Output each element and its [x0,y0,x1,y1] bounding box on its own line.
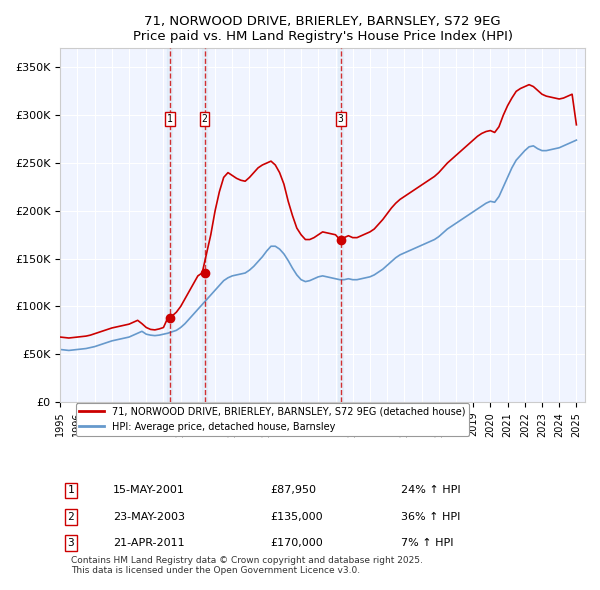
Bar [167,48,172,402]
Text: £170,000: £170,000 [270,538,323,548]
Text: 2: 2 [67,512,74,522]
Text: 2: 2 [202,114,208,124]
Bar [202,48,207,402]
Text: 3: 3 [67,538,74,548]
Text: 23-MAY-2003: 23-MAY-2003 [113,512,185,522]
Title: 71, NORWOOD DRIVE, BRIERLEY, BARNSLEY, S72 9EG
Price paid vs. HM Land Registry's: 71, NORWOOD DRIVE, BRIERLEY, BARNSLEY, S… [133,15,512,43]
Text: Contains HM Land Registry data © Crown copyright and database right 2025.
This d: Contains HM Land Registry data © Crown c… [71,556,422,575]
Text: 7% ↑ HPI: 7% ↑ HPI [401,538,454,548]
Text: 36% ↑ HPI: 36% ↑ HPI [401,512,461,522]
Text: 21-APR-2011: 21-APR-2011 [113,538,184,548]
Text: £87,950: £87,950 [270,486,316,496]
Text: 3: 3 [338,114,344,124]
Text: 1: 1 [67,486,74,496]
Text: £135,000: £135,000 [270,512,323,522]
Legend: 71, NORWOOD DRIVE, BRIERLEY, BARNSLEY, S72 9EG (detached house), HPI: Average pr: 71, NORWOOD DRIVE, BRIERLEY, BARNSLEY, S… [76,403,469,435]
Text: 15-MAY-2001: 15-MAY-2001 [113,486,185,496]
Bar [338,48,343,402]
Text: 1: 1 [167,114,173,124]
Text: 24% ↑ HPI: 24% ↑ HPI [401,486,461,496]
